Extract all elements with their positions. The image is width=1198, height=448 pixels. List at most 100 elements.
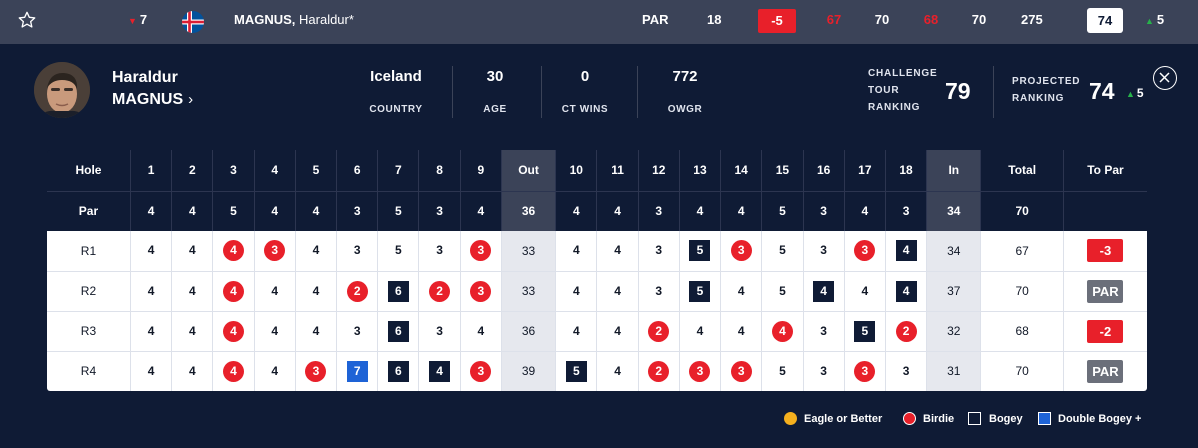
birdie-score: 2 xyxy=(429,280,451,302)
round-in: 31 xyxy=(926,350,981,391)
hole-score: 4 xyxy=(596,310,639,351)
hole-score: 4 xyxy=(294,310,337,351)
bogey-score: 5 xyxy=(689,240,711,262)
par-total: 70 xyxy=(980,190,1064,231)
birdie-score: 3 xyxy=(470,360,492,382)
to-par-badge: -3 xyxy=(1087,239,1124,263)
hole-score: 4 xyxy=(253,350,296,391)
par-row: Par 4 4 5 4 4 3 5 3 4 36 4 4 3 4 4 5 3 4 3 34 70 xyxy=(47,190,1147,231)
birdie-score: 4 xyxy=(223,240,244,262)
par-score: 4 xyxy=(188,283,196,298)
hole-par: 4 xyxy=(596,190,639,231)
hole-score: 3 xyxy=(418,310,461,351)
par-score: 4 xyxy=(147,283,155,298)
par-score: 4 xyxy=(147,243,155,258)
hole-score: 5 xyxy=(377,231,419,271)
par-score: 4 xyxy=(572,323,580,338)
stat-ct-wins: 0 CT WINS xyxy=(561,68,609,115)
par-score: 4 xyxy=(737,283,745,298)
birdie-score: 3 xyxy=(470,280,492,302)
favorite-star-icon[interactable] xyxy=(17,0,37,44)
round-3-score: 68 xyxy=(923,12,939,27)
round-row: R4 4 4 4 4 3 7 6 4 3 39 5 4 2 3 3 5 3 3 3 31 70 PAR xyxy=(47,350,1147,391)
projected-ranking-label: PROJECTED RANKING xyxy=(1012,76,1081,104)
par-score: 4 xyxy=(188,363,196,378)
iceland-flag-icon xyxy=(182,9,204,33)
birdie-marker-icon xyxy=(903,412,916,425)
par-score: 4 xyxy=(614,243,621,258)
projected-rank-badge: 74 xyxy=(1087,8,1123,33)
projected-ranking-value: 74 xyxy=(1089,78,1115,104)
hole-par: 4 xyxy=(843,190,886,231)
close-button[interactable] xyxy=(1153,66,1177,90)
hole-number: 14 xyxy=(720,150,762,191)
to-par-badge: PAR xyxy=(1087,359,1124,383)
hole-score: 4 xyxy=(294,231,337,271)
hole-number: 18 xyxy=(884,150,927,191)
hole-score: 3 xyxy=(336,310,378,351)
round-label: R1 xyxy=(47,231,131,271)
double-bogey-marker-icon xyxy=(1038,412,1051,425)
player-row[interactable]: ▼ 7 MAGNUS, Haraldur* PAR 18 -5 67 70 68 … xyxy=(0,0,1198,44)
hole-score: 4 xyxy=(129,270,172,311)
hole-score: 4 xyxy=(884,231,927,271)
hole-score: 4 xyxy=(171,310,213,351)
profile-last-name-link[interactable]: MAGNUS › xyxy=(112,91,194,108)
total-label: Total xyxy=(980,150,1064,191)
round-total: 70 xyxy=(980,270,1064,311)
par-score: 3 xyxy=(353,323,361,338)
birdie-score: 4 xyxy=(223,360,244,382)
hole-score: 4 xyxy=(129,231,172,271)
hole-score: 4 xyxy=(171,231,213,271)
hole-score: 3 xyxy=(336,231,378,271)
divider xyxy=(993,66,994,118)
round-4-score: 70 xyxy=(971,12,987,27)
bogey-score: 4 xyxy=(895,240,917,262)
bogey-marker-icon xyxy=(968,412,981,425)
hole-score: 4 xyxy=(253,270,296,311)
arrow-up-icon: ▲ xyxy=(1145,16,1154,26)
round-row: R2 4 4 4 4 4 2 6 2 3 33 4 4 3 5 4 5 4 4 4 37 70 PAR xyxy=(47,270,1147,311)
hole-score: 4 xyxy=(129,350,172,391)
bogey-score: 5 xyxy=(854,320,876,342)
hole-score: 3 xyxy=(459,231,502,271)
hole-number: 10 xyxy=(555,150,597,191)
bogey-score: 4 xyxy=(429,360,451,382)
hole-score: 3 xyxy=(720,231,762,271)
hole-score: 2 xyxy=(884,310,927,351)
par-score: 4 xyxy=(147,323,155,338)
bogey-score: 6 xyxy=(387,360,409,382)
challenge-tour-ranking-label: CHALLENGE TOUR RANKING xyxy=(868,68,938,113)
par-score: 3 xyxy=(902,363,910,378)
eagle-marker-icon xyxy=(784,412,797,425)
birdie-score: 3 xyxy=(854,240,876,262)
projected-ranking-movement: ▲ 5 xyxy=(1126,86,1144,100)
out-label: Out xyxy=(500,150,556,191)
birdie-score: 4 xyxy=(771,320,793,342)
hole-score: 5 xyxy=(555,350,597,391)
hole-score: 3 xyxy=(884,350,927,391)
round-1-score: 67 xyxy=(826,12,842,27)
hole-score: 2 xyxy=(637,310,680,351)
hole-par: 5 xyxy=(212,190,255,231)
hole-score: 3 xyxy=(843,350,886,391)
hole-score: 5 xyxy=(761,350,804,391)
hole-number: 8 xyxy=(418,150,461,191)
hole-score: 3 xyxy=(637,231,680,271)
par-score: 3 xyxy=(820,323,827,338)
hole-number: 15 xyxy=(761,150,804,191)
hole-number: 2 xyxy=(171,150,213,191)
hole-score: 5 xyxy=(761,270,804,311)
hole-number: 7 xyxy=(377,150,419,191)
round-2-score: 70 xyxy=(874,12,890,27)
round-total: 70 xyxy=(980,350,1064,391)
hole-score: 6 xyxy=(377,350,419,391)
hole-score: 5 xyxy=(678,270,721,311)
birdie-score: 3 xyxy=(305,360,327,382)
par-score: 3 xyxy=(820,363,827,378)
hole-score: 2 xyxy=(336,270,378,311)
hole-par: 5 xyxy=(761,190,804,231)
par-score: 4 xyxy=(188,243,196,258)
hole-score: 3 xyxy=(678,350,721,391)
player-name[interactable]: MAGNUS, Haraldur* xyxy=(234,12,354,27)
